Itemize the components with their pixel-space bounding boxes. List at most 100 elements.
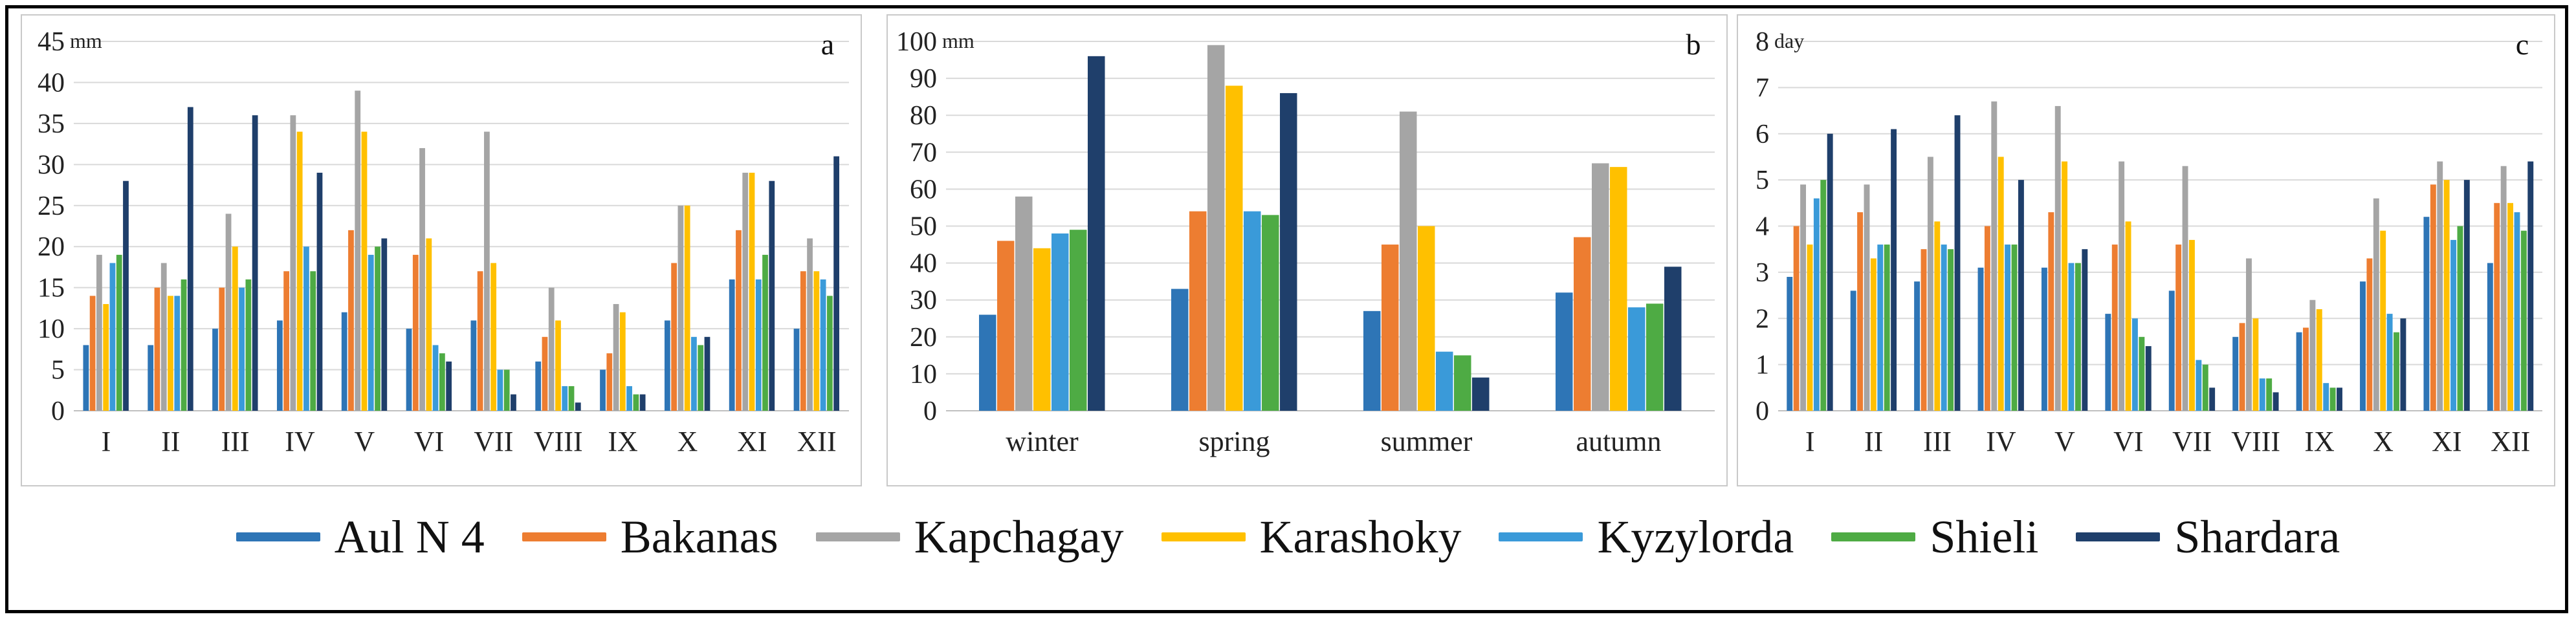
x-tick-label: VI <box>414 426 444 457</box>
bar <box>212 329 218 411</box>
bar <box>361 131 368 411</box>
bar <box>2437 161 2443 411</box>
x-tick-label: spring <box>1199 426 1270 457</box>
x-tick-label: IV <box>1986 426 2016 457</box>
bar <box>2316 309 2322 411</box>
bar <box>355 91 361 411</box>
bar <box>2145 346 2152 411</box>
bar <box>1363 310 1381 411</box>
bar <box>1555 292 1573 411</box>
bar <box>1984 226 1990 411</box>
bar <box>2259 378 2265 411</box>
bar <box>439 353 445 411</box>
legend-label: Karashoky <box>1259 510 1462 563</box>
bar <box>2005 245 2011 411</box>
x-tick-label: XII <box>797 426 837 457</box>
bar <box>316 173 323 411</box>
bar <box>490 263 497 411</box>
bar <box>2011 245 2018 411</box>
bar <box>2380 230 2386 411</box>
legend-label: Aul N 4 <box>334 510 485 563</box>
bar <box>2252 318 2259 411</box>
y-tick-label: 5 <box>51 356 65 386</box>
chart-panel-c: 0 1 2 3 4 5 6 7 8 day I II III IV V VI VII VIII IX X XI XII c <box>1737 14 2555 486</box>
bar <box>296 131 303 411</box>
y-tick-label: 90 <box>910 64 937 94</box>
panel-letter: c <box>2516 28 2529 61</box>
bar <box>677 205 684 411</box>
bar <box>1207 45 1225 411</box>
bar <box>535 361 542 411</box>
panel-letter: b <box>1686 28 1701 61</box>
y-tick-label: 15 <box>38 274 65 303</box>
legend-swatch <box>2076 532 2161 541</box>
bar <box>2463 180 2470 411</box>
bar <box>2520 230 2527 411</box>
bar <box>2054 105 2061 411</box>
bar <box>283 271 290 411</box>
x-tick-label: VIII <box>2231 426 2280 457</box>
bar <box>1646 303 1664 411</box>
bar <box>2048 212 2054 411</box>
y-tick-label: 0 <box>1756 397 1769 426</box>
bar <box>555 320 561 411</box>
bar <box>736 230 742 411</box>
bar <box>2430 184 2436 411</box>
bar <box>290 115 296 411</box>
bar <box>432 345 439 411</box>
bar <box>303 246 309 411</box>
bar <box>542 336 548 411</box>
chart-panel-a: 0 5 10 15 20 25 30 35 40 45 mm I II III IV V VI VII VIII IX… <box>21 14 862 486</box>
bar <box>1262 215 1279 411</box>
bar <box>1033 248 1051 411</box>
bar <box>762 254 768 411</box>
bar <box>1921 249 1927 411</box>
bar <box>742 173 749 411</box>
legend-label: Kyzylorda <box>1597 510 1794 563</box>
bar <box>446 361 452 411</box>
bar <box>562 386 568 411</box>
bar <box>2041 267 2047 411</box>
bar <box>2111 245 2118 411</box>
legend-item: Shieli <box>1831 510 2038 564</box>
bar <box>826 296 833 411</box>
legend-label: Bakanas <box>620 510 778 563</box>
x-tick-label: IV <box>285 426 315 457</box>
y-tick-label: 40 <box>38 68 65 98</box>
bar <box>1977 267 1984 411</box>
y-unit-label: day <box>1774 29 1804 52</box>
bar <box>606 353 613 411</box>
bar <box>1591 163 1609 411</box>
bar <box>2443 180 2450 411</box>
legend-item: Kyzylorda <box>1499 510 1794 564</box>
bar <box>2266 378 2273 411</box>
bar <box>1793 226 1800 411</box>
bar <box>2075 263 2081 411</box>
bar <box>1800 184 1807 411</box>
bar <box>548 287 555 411</box>
bar <box>2360 281 2366 411</box>
bar <box>225 213 232 411</box>
y-tick-label: 80 <box>910 101 937 131</box>
bar <box>2189 239 2195 411</box>
bar <box>1991 101 1998 411</box>
bar <box>2202 364 2208 411</box>
bar <box>633 394 639 411</box>
bar <box>412 254 419 411</box>
bar <box>2303 327 2309 411</box>
bar <box>1051 233 1069 411</box>
bar <box>1070 230 1087 411</box>
bar <box>2423 217 2430 411</box>
y-tick-label: 20 <box>910 323 937 353</box>
legend-swatch <box>522 532 606 541</box>
y-tick-label: 60 <box>910 175 937 204</box>
bar <box>2400 318 2406 411</box>
bar <box>1934 221 1941 411</box>
y-tick-label: 45 <box>38 27 65 57</box>
bar <box>2457 226 2463 411</box>
bar <box>419 147 425 411</box>
bar <box>511 394 516 411</box>
bar <box>769 180 775 411</box>
bar <box>1189 211 1207 411</box>
bar <box>470 320 477 411</box>
